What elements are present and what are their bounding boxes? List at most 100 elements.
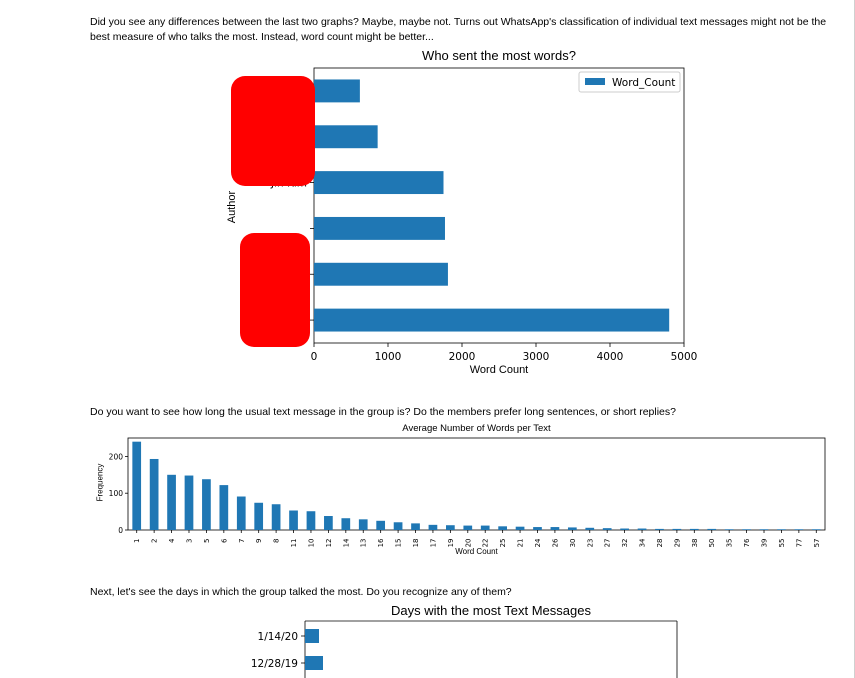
x-tick-label: 10 — [307, 539, 315, 548]
bar — [184, 475, 194, 530]
x-tick-label: 77 — [795, 539, 803, 548]
x-tick-label: 15 — [395, 539, 403, 548]
bar — [533, 527, 542, 530]
x-tick-label: 19 — [447, 539, 455, 548]
y-tick-label: 0 — [118, 526, 123, 535]
x-tick-label: 50 — [708, 539, 716, 548]
bar — [498, 526, 507, 530]
x-tick-label: 4 — [168, 538, 176, 543]
legend-swatch — [585, 78, 605, 85]
redaction-block-bottom — [240, 233, 310, 347]
x-tick-label: 29 — [673, 539, 681, 548]
word-chart-xlabel: Word Count — [469, 364, 529, 376]
bar — [794, 529, 804, 530]
bar — [219, 485, 229, 530]
x-tick-label: 57 — [813, 539, 821, 548]
bar — [393, 522, 403, 530]
bar — [358, 519, 368, 530]
x-tick-label: 55 — [778, 539, 786, 548]
bar — [428, 524, 438, 530]
x-tick-label: 24 — [534, 538, 542, 547]
plot-frame — [313, 67, 685, 344]
bar — [411, 523, 420, 530]
freq-chart-title: Average Number of Words per Text — [402, 423, 551, 434]
x-tick-label: 0 — [311, 351, 318, 363]
freq-chart-xlabel: Word Count — [455, 547, 498, 556]
x-tick-label: 5000 — [671, 351, 698, 363]
x-tick-label: 25 — [499, 539, 507, 548]
intro-paragraph-2: Do you want to see how long the usual te… — [90, 406, 676, 418]
y-tick-label: 12/28/19 — [251, 658, 298, 670]
bar — [689, 528, 699, 530]
redaction-block-top — [231, 76, 315, 186]
x-tick-label: 23 — [586, 539, 594, 548]
x-tick-label: 1000 — [375, 351, 402, 363]
x-tick-label: 32 — [621, 539, 629, 548]
bar — [550, 527, 560, 530]
bar — [446, 525, 455, 530]
x-tick-label: 8 — [273, 539, 281, 543]
bar — [306, 511, 316, 530]
bar — [655, 528, 664, 530]
x-tick-label: 7 — [238, 539, 246, 543]
bar — [314, 308, 670, 332]
x-tick-label: 27 — [604, 539, 612, 548]
bar — [132, 441, 142, 530]
x-tick-label: 21 — [517, 539, 525, 548]
y-tick-label: 200 — [109, 452, 124, 461]
bar — [314, 79, 360, 103]
x-tick-label: 28 — [656, 539, 664, 548]
x-tick-label: 34 — [639, 538, 647, 547]
intro-paragraph-3: Next, let's see the days in which the gr… — [90, 586, 512, 598]
bar — [324, 516, 333, 530]
bar — [620, 528, 629, 530]
x-tick-label: 35 — [726, 539, 734, 548]
bar — [759, 529, 769, 530]
x-tick-label: 3 — [185, 539, 193, 543]
bar — [289, 510, 298, 530]
x-tick-label: 3000 — [523, 351, 550, 363]
legend-label: Word_Count — [612, 77, 675, 89]
bar — [463, 525, 473, 530]
legend-box — [578, 71, 681, 93]
y-tick-label: 1/14/20 — [258, 631, 298, 643]
bar — [167, 474, 176, 530]
bar — [602, 528, 612, 530]
bar — [376, 520, 386, 530]
bar — [149, 458, 159, 530]
bar — [271, 504, 281, 530]
x-tick-label: 26 — [551, 538, 559, 547]
word-chart-title: Who sent the most words? — [422, 48, 576, 63]
x-tick-label: 4000 — [597, 351, 624, 363]
x-tick-label: 22 — [482, 539, 490, 548]
bar — [305, 656, 323, 670]
y-tick-label: 100 — [109, 489, 124, 498]
bar — [811, 529, 821, 530]
bar — [314, 125, 378, 149]
bar — [515, 526, 525, 530]
x-tick-label: 17 — [429, 539, 437, 548]
x-tick-label: 2 — [151, 539, 159, 543]
bar — [585, 527, 595, 530]
bar — [341, 518, 351, 530]
x-tick-label: 18 — [412, 539, 420, 548]
bar — [314, 216, 445, 240]
bar — [305, 629, 319, 643]
x-tick-label: 14 — [342, 538, 350, 547]
x-tick-label: 9 — [255, 539, 263, 543]
plot-frame — [127, 437, 826, 531]
x-tick-label: 16 — [377, 538, 385, 547]
bar — [707, 528, 717, 530]
x-tick-label: 30 — [569, 539, 577, 548]
x-tick-label: 12 — [325, 539, 333, 548]
x-tick-label: 13 — [360, 539, 368, 548]
x-tick-label: 38 — [691, 539, 699, 548]
bar — [672, 528, 682, 530]
bar — [480, 525, 490, 530]
x-tick-label: 6 — [220, 538, 228, 543]
bar — [202, 479, 211, 530]
bar — [742, 529, 751, 530]
